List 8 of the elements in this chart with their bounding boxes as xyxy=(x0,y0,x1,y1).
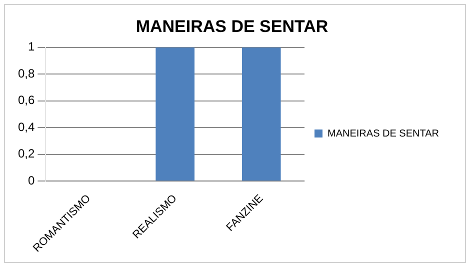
y-tick-label: 0,4 xyxy=(18,120,35,134)
y-tick-label: 0,2 xyxy=(18,146,35,161)
y-tick-label: 0,6 xyxy=(18,93,35,108)
y-tick-label: 1 xyxy=(28,40,35,54)
chart-title: MANEIRAS DE SENTAR xyxy=(136,16,328,36)
y-tick-label: 0 xyxy=(28,173,35,188)
y-tick-label: 0,8 xyxy=(18,66,35,80)
legend-label: MANEIRAS DE SENTAR xyxy=(328,128,439,140)
